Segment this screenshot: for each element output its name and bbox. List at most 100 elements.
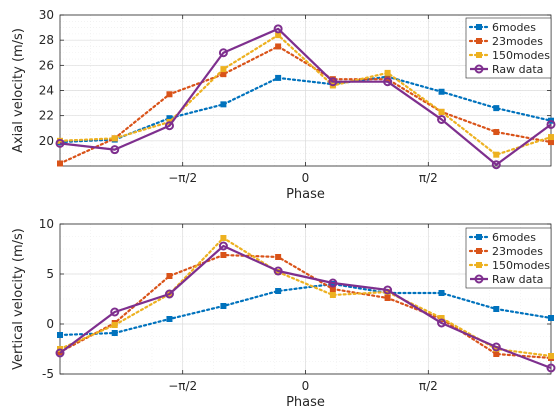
data-point — [548, 134, 554, 141]
legend-marker — [474, 274, 484, 284]
data-point — [493, 151, 500, 158]
data-point — [384, 295, 391, 301]
y-tick-label: 5 — [46, 267, 54, 281]
x-tick-label: −π/2 — [168, 171, 197, 185]
data-point — [220, 252, 227, 258]
y-axis-title: Axial velocity (m/s) — [11, 28, 26, 153]
data-point — [55, 138, 65, 148]
data-point — [164, 289, 174, 299]
data-point — [275, 288, 282, 294]
legend-entry: 23modes — [468, 245, 543, 258]
data-point — [55, 348, 65, 358]
series-line — [59, 244, 552, 370]
legend-marker — [474, 64, 484, 74]
series-line — [58, 75, 553, 144]
y-tick-label: 26 — [39, 58, 54, 72]
data-point — [275, 32, 282, 39]
legend-marker — [476, 234, 482, 240]
data-point — [57, 332, 63, 338]
data-point — [166, 316, 173, 322]
data-point — [437, 318, 447, 328]
data-point — [273, 266, 283, 276]
data-point — [546, 119, 556, 129]
data-point — [438, 108, 445, 115]
series-line — [58, 282, 553, 337]
data-point — [110, 307, 120, 317]
data-point — [220, 66, 227, 73]
legend-marker — [476, 262, 482, 268]
x-axis-title: Phase — [286, 395, 325, 410]
x-axis-title: Phase — [286, 187, 325, 202]
data-point — [548, 315, 554, 321]
y-tick-label: 22 — [39, 109, 54, 123]
data-point — [438, 290, 445, 296]
legend-marker — [476, 38, 482, 44]
data-point — [275, 43, 282, 50]
x-tick-label: 0 — [302, 171, 310, 185]
chart-panel-2: -5 0 5 10 −π/2 0 π/2 Phase Vertical velocity (m/… — [11, 217, 556, 410]
legend-label: Raw data — [492, 273, 543, 286]
data-point — [383, 285, 393, 295]
legend-entry: Raw data — [470, 63, 543, 76]
data-point — [493, 306, 500, 312]
y-tick-label: 0 — [46, 317, 54, 331]
legend-label: 6modes — [492, 231, 536, 244]
data-point — [384, 289, 391, 295]
series-line — [59, 27, 552, 166]
data-point — [548, 353, 554, 359]
data-point — [57, 160, 63, 167]
data-point — [166, 273, 173, 279]
y-axis-title: Vertical velocity (m/s) — [11, 228, 26, 370]
legend-label: 23modes — [492, 35, 543, 48]
series-raw-data — [55, 24, 556, 170]
data-point — [438, 88, 445, 95]
y-tick-label: 10 — [39, 217, 54, 231]
data-point — [164, 121, 174, 131]
legend-label: 23modes — [492, 245, 543, 258]
data-point — [491, 160, 501, 170]
legend-marker — [476, 52, 482, 58]
data-point — [437, 114, 447, 124]
x-tick-label: π/2 — [419, 171, 438, 185]
data-point — [220, 101, 227, 108]
data-point — [438, 315, 445, 321]
data-point — [111, 322, 118, 328]
data-point — [166, 91, 173, 98]
legend-entry: 23modes — [468, 35, 543, 48]
data-point — [273, 24, 283, 34]
data-point — [328, 278, 338, 288]
y-tick-label: 24 — [39, 84, 54, 98]
data-point — [220, 71, 227, 78]
series-raw-data — [55, 241, 556, 373]
series-line — [58, 236, 553, 358]
data-point — [111, 135, 118, 142]
y-tick-label: -5 — [42, 367, 54, 381]
legend-entry: Raw data — [470, 273, 543, 286]
data-point — [220, 235, 227, 241]
data-point — [220, 303, 227, 309]
y-tick-label: 28 — [39, 33, 54, 47]
legend-entry: 150modes — [468, 49, 550, 62]
data-point — [275, 254, 282, 260]
legend-label: 150modes — [492, 259, 550, 272]
x-tick-label: 0 — [302, 379, 310, 393]
data-point — [329, 292, 336, 298]
legend-marker — [476, 24, 482, 30]
y-tick-label: 20 — [39, 134, 54, 148]
data-point — [218, 48, 228, 58]
data-point — [329, 286, 336, 292]
data-point — [546, 363, 556, 373]
legend-label: 150modes — [492, 49, 550, 62]
data-point — [384, 69, 391, 76]
series-line — [58, 45, 553, 165]
x-tick-label: π/2 — [419, 379, 438, 393]
data-point — [491, 342, 501, 352]
data-point — [493, 105, 500, 112]
data-point — [111, 330, 118, 336]
y-tick-label: 30 — [39, 8, 54, 22]
legend-entry: 6modes — [468, 21, 536, 34]
